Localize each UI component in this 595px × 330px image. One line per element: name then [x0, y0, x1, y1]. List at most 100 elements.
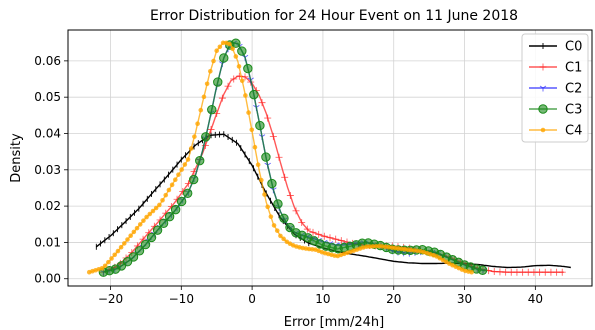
data-point	[230, 46, 235, 52]
data-point	[201, 94, 207, 100]
data-point	[241, 73, 249, 81]
legend-label: C2	[565, 82, 582, 97]
data-point	[211, 58, 216, 64]
data-point	[320, 232, 328, 240]
data-point	[538, 104, 548, 114]
data-point	[539, 85, 547, 92]
legend-label: C0	[565, 40, 582, 55]
data-point	[279, 213, 289, 223]
data-point	[271, 223, 277, 228]
data-point	[112, 252, 118, 258]
data-point	[265, 204, 270, 210]
data-point	[469, 269, 474, 275]
data-point	[246, 110, 251, 115]
x-tick-label: −10	[169, 292, 194, 306]
y-axis-label: Density	[9, 133, 24, 183]
data-point	[158, 218, 169, 228]
data-point	[558, 268, 566, 276]
data-point	[152, 225, 163, 235]
y-tick-label: 0.04	[34, 126, 61, 140]
data-point	[208, 68, 213, 74]
data-point	[170, 204, 181, 215]
data-point	[264, 114, 272, 122]
data-point	[163, 192, 169, 198]
series-line	[103, 41, 486, 273]
data-point	[195, 121, 200, 127]
data-point	[109, 256, 114, 261]
data-point	[298, 218, 306, 226]
grid	[68, 30, 592, 286]
legend-label: C4	[565, 124, 582, 139]
data-point	[184, 180, 192, 188]
legend-label: C3	[565, 103, 582, 118]
data-point	[237, 46, 247, 56]
legend: C0 C1 C2 C3 C4	[521, 33, 589, 143]
data-point	[195, 155, 205, 166]
x-tick-label: −20	[98, 292, 123, 306]
series-c4	[86, 40, 474, 275]
data-point	[273, 199, 283, 209]
data-point	[255, 120, 265, 131]
y-tick-label: 0.02	[34, 199, 61, 213]
legend-item-c1: C1	[529, 61, 582, 76]
data-point	[160, 197, 165, 203]
data-point	[121, 241, 127, 246]
x-tick-label: 10	[315, 292, 330, 306]
data-point	[176, 196, 187, 207]
y-tick-label: 0.03	[34, 163, 61, 177]
data-point	[150, 208, 156, 214]
data-point	[188, 174, 199, 185]
data-point	[217, 44, 223, 50]
data-point	[146, 232, 157, 243]
y-tick-label: 0.01	[34, 235, 61, 249]
data-point	[255, 162, 261, 167]
data-point	[269, 132, 277, 140]
legend-item-c4: C4	[529, 124, 582, 139]
data-point	[332, 235, 340, 243]
data-point	[227, 41, 232, 47]
data-point	[128, 252, 139, 262]
data-point	[198, 107, 204, 113]
data-point	[182, 188, 193, 198]
axis-ticks: −20 −10 0 10 20 30 40 0.00 0.01 0.02 0.03 0.04 0.05 0…	[34, 54, 543, 306]
y-tick-label: 0.06	[34, 54, 61, 68]
data-point	[309, 228, 317, 236]
data-point	[125, 237, 130, 242]
data-point	[262, 192, 267, 197]
data-point	[259, 177, 264, 183]
data-point	[249, 127, 255, 133]
data-point	[147, 211, 153, 217]
series-layer	[86, 38, 571, 277]
legend-item-c2: C2	[529, 82, 582, 97]
data-point	[141, 218, 146, 223]
data-point	[539, 63, 547, 71]
x-tick-label: 0	[248, 292, 256, 306]
data-point	[122, 257, 133, 267]
data-point	[233, 54, 239, 59]
data-point	[230, 75, 238, 83]
data-point	[118, 244, 124, 250]
data-point	[144, 214, 149, 220]
data-point	[192, 134, 197, 139]
data-point	[326, 234, 334, 242]
data-point	[286, 192, 294, 200]
data-point	[201, 132, 211, 142]
data-point	[214, 48, 220, 53]
chart-title: Error Distribution for 24 Hour Event on …	[150, 8, 518, 24]
data-point	[249, 89, 259, 100]
data-point	[188, 146, 194, 151]
x-tick-label: 20	[386, 292, 401, 306]
data-point	[477, 265, 488, 275]
data-point	[292, 207, 300, 215]
legend-item-c0: C0	[529, 40, 582, 55]
plot-frame	[67, 29, 593, 287]
x-axis-label: Error [mm/24h]	[284, 315, 384, 330]
data-point	[102, 263, 108, 269]
data-point	[224, 82, 232, 90]
data-point	[268, 214, 274, 219]
x-tick-label: 30	[457, 292, 472, 306]
series-c2	[100, 40, 487, 276]
data-point	[219, 53, 229, 63]
data-point	[281, 173, 289, 181]
